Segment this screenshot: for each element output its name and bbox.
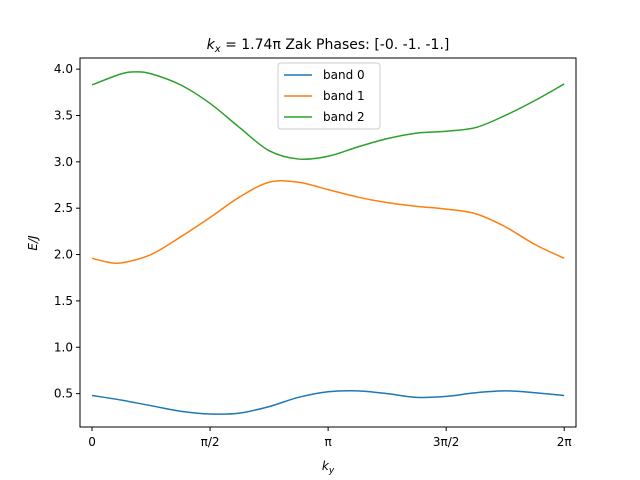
y-tick-label: 0.5 xyxy=(54,387,73,401)
y-tick-label: 2.5 xyxy=(54,201,73,215)
legend-label-band-0: band 0 xyxy=(323,68,365,82)
series-line-band-0 xyxy=(91,389,565,415)
y-tick-label: 3.5 xyxy=(54,108,73,122)
y-tick-label: 3.0 xyxy=(54,155,73,169)
series-layer xyxy=(91,71,565,415)
series-line-band-1 xyxy=(91,180,565,265)
legend: band 0 band 1 band 2 xyxy=(277,62,381,130)
y-tick-label: 4.0 xyxy=(54,62,73,76)
x-tick-label: π/2 xyxy=(201,435,220,449)
legend-box xyxy=(277,62,381,130)
legend-label-band-2: band 2 xyxy=(323,110,365,124)
chart-title: kx = 1.74π Zak Phases: [-0. -1. -1.] xyxy=(207,37,450,55)
x-tick-label: π xyxy=(325,435,332,449)
x-tick-label: 2π xyxy=(557,435,572,449)
x-tick-label: 0 xyxy=(88,435,96,449)
plot-area-frame xyxy=(79,57,577,428)
y-axis-label: E/J xyxy=(26,235,40,251)
y-tick-label: 1.0 xyxy=(54,340,73,354)
legend-label-band-1: band 1 xyxy=(323,89,365,103)
y-tick-label: 1.5 xyxy=(54,294,73,308)
x-axis-label: ky xyxy=(322,459,335,476)
series-line-band-2 xyxy=(91,71,565,161)
ticks-layer: 0 π/2 π 3π/2 2π 0.5 1.0 1.5 2.0 2.5 3.0 3.5 4.0 xyxy=(54,62,572,449)
x-tick-label: 3π/2 xyxy=(433,435,460,449)
y-tick-label: 2.0 xyxy=(54,248,73,262)
